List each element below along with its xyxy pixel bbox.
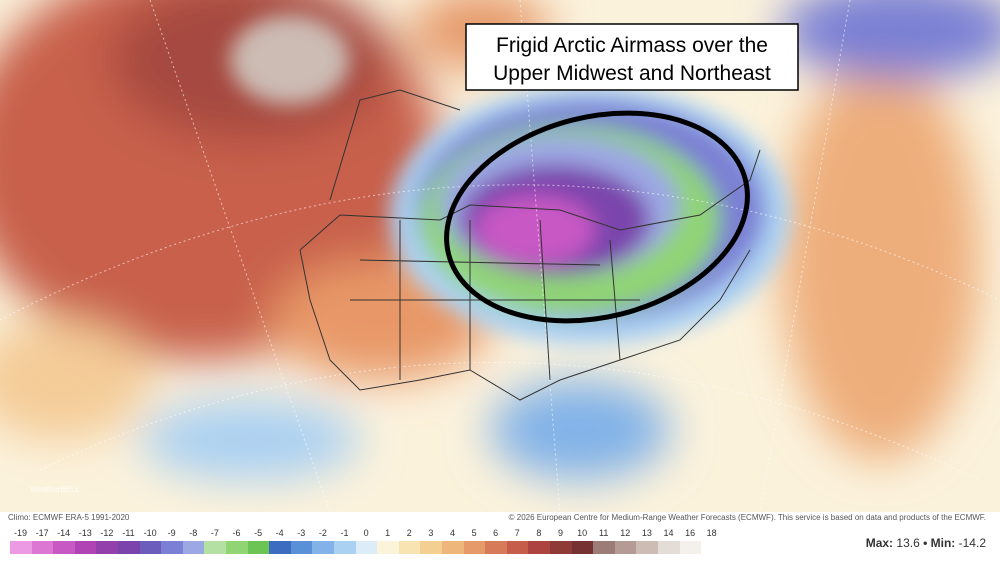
colorbar: -19 -17 -14 -13 -12 -11 -10 -9 -8 -7 -6 -5 -4 -3 -2 -1 0… bbox=[10, 528, 723, 558]
colorbar-swatch bbox=[593, 541, 615, 554]
colorbar-label: 12 bbox=[620, 528, 631, 538]
colorbar-swatch bbox=[182, 541, 205, 554]
colorbar-label: 11 bbox=[599, 528, 609, 538]
colorbar-swatch bbox=[679, 541, 702, 554]
colorbar-label: -19 bbox=[13, 528, 27, 538]
colorbar-swatch bbox=[377, 541, 399, 554]
colorbar-swatch bbox=[420, 541, 442, 554]
colorbar-label: -12 bbox=[100, 528, 114, 538]
colorbar-label: 6 bbox=[493, 528, 499, 538]
colorbar-swatch bbox=[247, 541, 270, 554]
colorbar-label: 10 bbox=[577, 528, 588, 538]
colorbar-label: -3 bbox=[297, 528, 306, 538]
colorbar-swatch bbox=[355, 541, 378, 554]
colorbar-swatch bbox=[463, 541, 486, 554]
colorbar-swatch bbox=[701, 541, 723, 554]
colorbar-label: -10 bbox=[143, 528, 157, 538]
annotation-text: Frigid Arctic Airmass over the bbox=[496, 34, 768, 57]
colorbar-swatch bbox=[290, 541, 313, 554]
colorbar-swatch bbox=[550, 541, 572, 554]
colorbar-label: 16 bbox=[685, 528, 696, 538]
colorbar-label: 8 bbox=[536, 528, 542, 538]
colorbar-swatch bbox=[658, 541, 680, 554]
colorbar-swatch bbox=[74, 541, 97, 554]
colorbar-label: 0 bbox=[363, 528, 369, 538]
colorbar-swatch bbox=[204, 541, 226, 554]
colorbar-label: 14 bbox=[663, 528, 674, 538]
colorbar-label: 1 bbox=[385, 528, 391, 538]
colorbar-label: -1 bbox=[340, 528, 349, 538]
colorbar-label: -13 bbox=[78, 528, 92, 538]
colorbar-label: -14 bbox=[57, 528, 71, 538]
stats: Max: 13.6 • Min: -14.2 bbox=[865, 536, 986, 550]
max-value: 13.6 bbox=[896, 536, 920, 550]
colorbar-swatch bbox=[636, 541, 658, 554]
annotation-text: Upper Midwest and Northeast bbox=[493, 62, 771, 85]
colorbar-label: -2 bbox=[318, 528, 327, 538]
colorbar-swatch bbox=[485, 541, 507, 554]
footer-right: © 2026 European Centre for Medium-Range … bbox=[508, 513, 986, 522]
colorbar-swatch bbox=[53, 541, 75, 554]
colorbar-swatch bbox=[118, 541, 140, 554]
colorbar-swatch bbox=[10, 541, 32, 554]
colorbar-swatch bbox=[571, 541, 594, 554]
colorbar-label: -9 bbox=[167, 528, 176, 538]
colorbar-swatch bbox=[226, 541, 248, 554]
colorbar-swatch bbox=[139, 541, 162, 554]
colorbar-label: -11 bbox=[122, 528, 135, 538]
min-value: -14.2 bbox=[958, 536, 986, 550]
colorbar-label: -6 bbox=[232, 528, 241, 538]
logo: WeatherBELL bbox=[30, 485, 80, 494]
footer-left: Climo: ECMWF ERA-5 1991-2020 bbox=[8, 513, 130, 522]
colorbar-swatch bbox=[269, 541, 291, 554]
colorbar-label: 5 bbox=[471, 528, 477, 538]
colorbar-swatch bbox=[161, 541, 183, 554]
highlight-ellipse bbox=[444, 110, 750, 324]
colorbar-label: -8 bbox=[189, 528, 198, 538]
annotation-box bbox=[465, 23, 799, 91]
colorbar-label: 13 bbox=[641, 528, 652, 538]
colorbar-swatch bbox=[506, 541, 529, 554]
max-label: Max: bbox=[865, 536, 894, 550]
colorbar-label: 18 bbox=[706, 528, 717, 538]
colorbar-label: -17 bbox=[35, 528, 49, 538]
colorbar-label: 7 bbox=[514, 528, 520, 538]
min-label: Min: bbox=[930, 536, 956, 550]
colorbar-swatch bbox=[334, 541, 356, 554]
colorbar-label: -7 bbox=[210, 528, 219, 538]
colorbar-swatch bbox=[398, 541, 421, 554]
colorbar-label: 4 bbox=[449, 528, 455, 538]
colorbar-swatch bbox=[96, 541, 118, 554]
colorbar-swatch bbox=[312, 541, 334, 554]
colorbar-swatch bbox=[31, 541, 54, 554]
colorbar-label: -5 bbox=[254, 528, 263, 538]
colorbar-label: 3 bbox=[428, 528, 434, 538]
colorbar-label: 2 bbox=[406, 528, 412, 538]
colorbar-swatch bbox=[528, 541, 550, 554]
colorbar-swatch bbox=[614, 541, 637, 554]
map: Frigid Arctic Airmass over the Upper Mid… bbox=[0, 0, 1000, 512]
colorbar-swatch bbox=[442, 541, 464, 554]
colorbar-label: -4 bbox=[275, 528, 284, 538]
colorbar-label: 9 bbox=[557, 528, 563, 538]
